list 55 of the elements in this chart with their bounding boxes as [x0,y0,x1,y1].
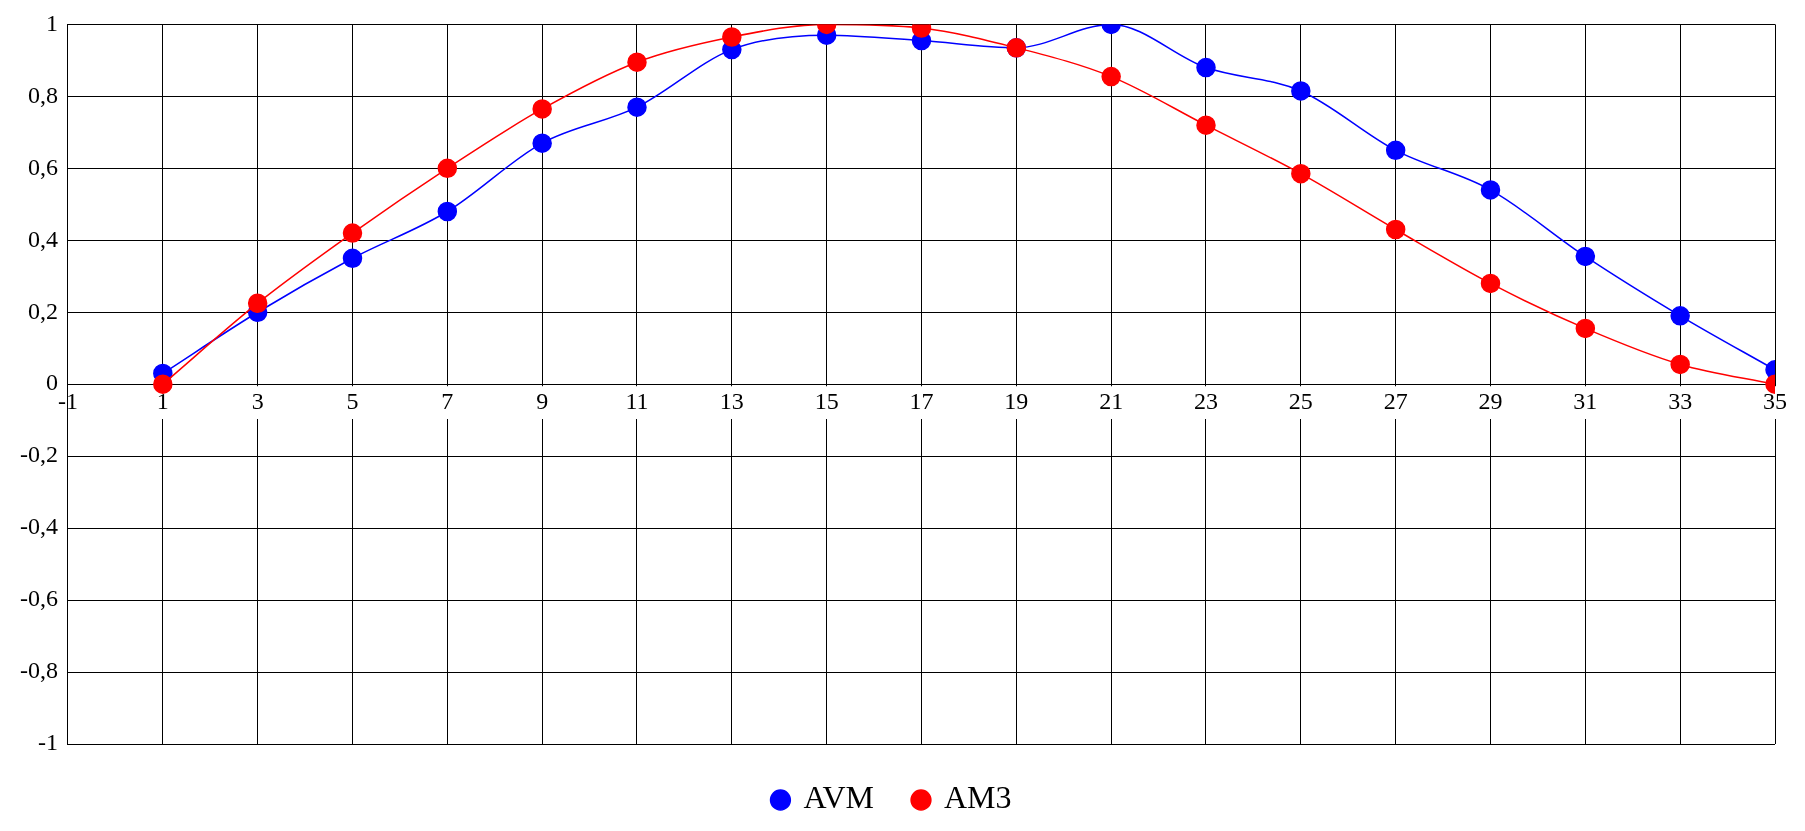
x-tick-label: 15 [814,387,839,414]
x-tick-label: 27 [1383,387,1408,414]
point [1575,246,1596,267]
legend-label: AM3 [943,779,1012,816]
point [1291,81,1311,101]
x-tick-label: 31 [1573,387,1598,414]
x-tick-label: 35 [1763,387,1787,414]
point [532,99,552,119]
x-tick-label: 11 [625,387,649,414]
x-tick-label: 21 [1099,387,1124,414]
point [1670,354,1690,375]
y-tick-label: 0 [45,369,58,396]
x-tick-label: 13 [719,387,744,414]
y-tick-label: 0,2 [27,297,58,324]
point [1385,219,1406,240]
x-tick-label: 33 [1668,387,1693,414]
point [1480,273,1501,294]
point [1480,180,1501,200]
point [1575,318,1596,339]
x-tick-label: 25 [1288,387,1313,414]
point [342,248,363,269]
x-tick-label: 3 [251,387,264,414]
x-tick-label: 29 [1478,387,1503,414]
x-tick-label: 1 [156,387,169,414]
point [627,97,647,117]
y-tick-label: 0,4 [27,225,58,252]
x-tick-label: 9 [536,387,549,414]
x-tick-label: 23 [1194,387,1218,414]
legend-label: AVM [803,779,874,816]
y-tick-label: -0,4 [19,513,58,540]
point [1196,115,1216,135]
point [1196,57,1216,78]
y-tick-label: 1 [45,9,58,36]
point [342,223,363,243]
y-tick-label: -0,6 [19,585,58,612]
y-tick-label: 0,8 [27,81,58,108]
x-tick-label: 7 [441,387,454,414]
x-tick-label: 19 [1004,387,1029,414]
point [1101,66,1121,87]
x-tick-label: 17 [909,387,934,414]
point [532,133,552,153]
point [1385,140,1406,161]
point [1670,306,1690,326]
point [437,158,458,179]
point [722,27,742,47]
y-tick-label: -0,2 [19,441,58,468]
x-tick-label: 5 [346,387,359,414]
point [247,293,268,313]
point [153,374,173,394]
y-tick-label: -1 [37,729,58,756]
point [627,52,647,72]
y-tick-label: -0,8 [19,657,58,684]
y-tick-label: 0,6 [27,153,58,180]
point [1291,163,1311,184]
point [437,201,458,222]
